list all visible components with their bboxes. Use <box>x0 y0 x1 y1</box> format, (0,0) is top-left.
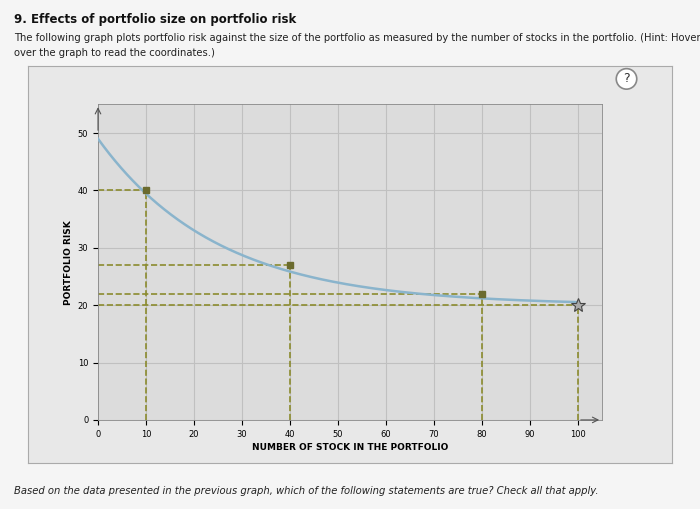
Text: Based on the data presented in the previous graph, which of the following statem: Based on the data presented in the previ… <box>14 486 598 496</box>
Text: The following graph plots portfolio risk against the size of the portfolio as me: The following graph plots portfolio risk… <box>14 33 700 43</box>
Text: over the graph to read the coordinates.): over the graph to read the coordinates.) <box>14 48 215 59</box>
Y-axis label: PORTFOLIO RISK: PORTFOLIO RISK <box>64 220 74 304</box>
Text: ?: ? <box>623 72 630 86</box>
Text: 9. Effects of portfolio size on portfolio risk: 9. Effects of portfolio size on portfoli… <box>14 13 296 26</box>
X-axis label: NUMBER OF STOCK IN THE PORTFOLIO: NUMBER OF STOCK IN THE PORTFOLIO <box>252 443 448 452</box>
